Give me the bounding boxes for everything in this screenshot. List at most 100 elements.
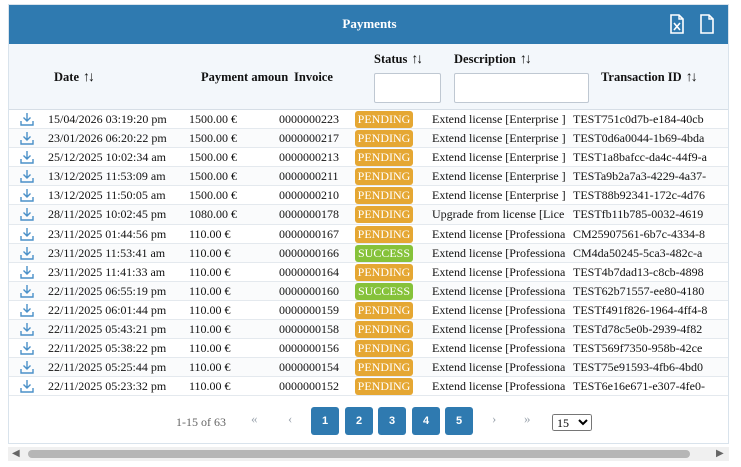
- cell-date: 22/11/2025 05:38:22 pm: [48, 341, 167, 356]
- sort-icon[interactable]: ↑↓: [685, 70, 696, 85]
- prev-page-button[interactable]: ‹: [288, 411, 293, 426]
- cell-transaction: TESTfb11b785-0032-4619: [573, 207, 704, 222]
- cell-description: Upgrade from license [Lice: [432, 207, 565, 222]
- cell-description: Extend license [Enterprise ]: [432, 169, 566, 184]
- cell-amount: 110.00 €: [189, 322, 231, 337]
- cell-invoice: 0000000166: [279, 245, 339, 260]
- table-row: 23/01/2026 06:20:22 pm 1500.00 € 000000021…: [9, 129, 728, 149]
- page-button-5[interactable]: 5: [445, 407, 473, 435]
- download-icon[interactable]: [20, 150, 34, 164]
- cell-amount: 110.00 €: [189, 379, 231, 394]
- table-header: Date ↑↓ Payment amoun Invoice Status ↑↓ De…: [9, 44, 728, 110]
- download-icon[interactable]: [20, 169, 34, 183]
- cell-amount: 1080.00 €: [189, 207, 237, 222]
- cell-description: Extend license [Professiona: [432, 245, 566, 260]
- status-filter-input[interactable]: [374, 73, 441, 103]
- cell-transaction: TEST0d6a0044-1b69-4bda: [573, 131, 705, 146]
- status-badge: PENDING: [355, 301, 413, 319]
- sort-icon[interactable]: ↑↓: [411, 52, 422, 67]
- column-description-label: Description: [454, 52, 516, 66]
- column-status-label: Status: [374, 52, 408, 66]
- pagination-info: 1-15 of 63: [176, 415, 226, 429]
- download-icon[interactable]: [20, 131, 34, 145]
- column-date-header[interactable]: Date ↑↓: [54, 70, 93, 86]
- panel-title: Payments: [342, 16, 397, 31]
- cell-date: 13/12/2025 11:53:09 am: [48, 169, 166, 184]
- cell-transaction: TESTf491f826-1964-4ff4-8: [573, 302, 708, 317]
- download-icon[interactable]: [20, 284, 34, 298]
- cell-transaction: CM4da50245-5ca3-482c-a: [573, 245, 703, 260]
- cell-invoice: 0000000152: [279, 379, 339, 394]
- pagination: 1-15 of 63 « ‹ 1 2 3 4 5 › » 15: [9, 405, 728, 439]
- download-icon[interactable]: [20, 303, 34, 317]
- cell-invoice: 0000000164: [279, 264, 339, 279]
- download-icon[interactable]: [20, 379, 34, 394]
- table-row: 22/11/2025 06:01:44 pm 110.00 € 0000000159…: [9, 301, 728, 321]
- status-badge: PENDING: [355, 206, 413, 224]
- download-icon[interactable]: [20, 341, 34, 355]
- sort-icon[interactable]: ↑↓: [519, 52, 530, 67]
- cell-transaction: TESTa9b2a7a3-4229-4a37-: [573, 169, 707, 184]
- cell-amount: 1500.00 €: [189, 150, 237, 165]
- status-badge: PENDING: [355, 359, 413, 377]
- status-badge: PENDING: [355, 111, 413, 128]
- scrollbar-thumb[interactable]: [28, 450, 690, 458]
- download-icon[interactable]: [20, 227, 34, 241]
- first-page-button[interactable]: «: [251, 411, 258, 426]
- cell-date: 23/11/2025 01:44:56 pm: [48, 226, 167, 241]
- cell-amount: 110.00 €: [189, 226, 231, 241]
- status-badge: PENDING: [355, 187, 413, 205]
- column-transaction-header[interactable]: Transaction ID ↑↓: [601, 70, 696, 86]
- page-button-4[interactable]: 4: [412, 407, 440, 435]
- column-amount-label: Payment amoun: [201, 70, 289, 84]
- page-button-1[interactable]: 1: [311, 407, 339, 435]
- cell-invoice: 0000000160: [279, 283, 339, 298]
- column-invoice-header[interactable]: Invoice: [294, 70, 333, 85]
- cell-invoice: 0000000223: [279, 112, 339, 126]
- page-size-select[interactable]: 15: [552, 414, 592, 431]
- cell-date: 23/11/2025 11:53:41 am: [48, 245, 166, 260]
- download-icon[interactable]: [20, 112, 34, 126]
- cell-date: 22/11/2025 05:43:21 pm: [48, 322, 167, 337]
- cell-description: Extend license [Professiona: [432, 360, 566, 375]
- horizontal-scrollbar[interactable]: ◀ ▶: [8, 447, 729, 461]
- last-page-button[interactable]: »: [524, 411, 531, 426]
- panel-header: Payments: [9, 5, 728, 44]
- table-row: 22/11/2025 06:55:19 pm 110.00 € 0000000160…: [9, 281, 728, 301]
- download-icon[interactable]: [20, 246, 34, 260]
- cell-description: Extend license [Professiona: [432, 283, 566, 298]
- status-badge: PENDING: [355, 168, 413, 186]
- scroll-right-icon[interactable]: ▶: [716, 448, 724, 459]
- download-icon[interactable]: [20, 207, 34, 222]
- column-description-header[interactable]: Description ↑↓: [454, 52, 530, 68]
- page-button-3[interactable]: 3: [378, 407, 406, 435]
- scroll-left-icon[interactable]: ◀: [12, 448, 20, 459]
- cell-amount: 110.00 €: [189, 360, 231, 375]
- table-row: 13/12/2025 11:50:05 am 1500.00 € 000000021…: [9, 186, 728, 206]
- column-amount-header[interactable]: Payment amoun: [201, 70, 291, 85]
- status-badge: SUCCESS: [355, 244, 413, 262]
- payments-panel: Payments Date ↑↓ Payment amoun Invoice St…: [8, 4, 729, 444]
- cell-invoice: 0000000154: [279, 360, 339, 375]
- cell-description: Extend license [Professiona: [432, 264, 566, 279]
- cell-description: Extend license [Enterprise ]: [432, 131, 566, 146]
- download-icon[interactable]: [20, 360, 34, 374]
- cell-description: Extend license [Enterprise ]: [432, 188, 566, 203]
- sort-icon[interactable]: ↑↓: [83, 70, 93, 85]
- download-icon[interactable]: [20, 188, 34, 203]
- page-button-2[interactable]: 2: [345, 407, 373, 435]
- status-badge: PENDING: [355, 149, 413, 167]
- table-row: 23/11/2025 01:44:56 pm 110.00 € 0000000167…: [9, 225, 728, 244]
- description-filter-input[interactable]: [454, 73, 589, 103]
- next-page-button[interactable]: ›: [492, 411, 497, 426]
- status-badge: PENDING: [355, 225, 413, 243]
- table-row: 22/11/2025 05:25:44 pm 110.00 € 0000000154…: [9, 358, 728, 378]
- file-export-icon[interactable]: [699, 14, 715, 34]
- excel-export-icon[interactable]: [669, 14, 685, 34]
- download-icon[interactable]: [20, 265, 34, 279]
- download-icon[interactable]: [20, 322, 34, 336]
- column-date-label: Date: [54, 70, 79, 84]
- cell-amount: 1500.00 €: [189, 169, 237, 184]
- table-row: 22/11/2025 05:23:32 pm 110.00 € 0000000152…: [9, 377, 728, 397]
- column-status-header[interactable]: Status ↑↓: [374, 52, 421, 68]
